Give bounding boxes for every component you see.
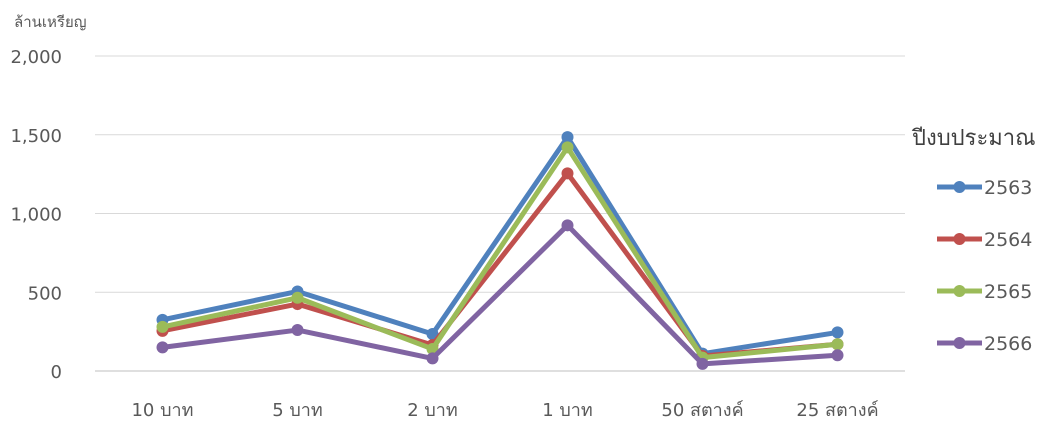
data-point — [291, 291, 304, 304]
series-line — [160, 134, 840, 357]
legend-item-2564: 2564 — [937, 229, 1032, 251]
legend-swatch-marker — [953, 337, 966, 349]
x-tick-label: 50 สตางค์ — [661, 400, 743, 421]
series-line — [160, 170, 840, 359]
data-point — [561, 167, 574, 180]
series-2565 — [156, 141, 844, 364]
y-tick-labels: 0 500 1,000 1,500 2,000 — [10, 47, 62, 383]
y-tick-label: 1,500 — [10, 126, 62, 147]
gridlines — [95, 55, 905, 372]
y-tick-label: 1,000 — [10, 205, 62, 226]
x-tick-label: 5 บาท — [272, 400, 323, 421]
data-point — [426, 352, 439, 365]
legend-item-2563: 2563 — [937, 177, 1032, 199]
data-point — [696, 357, 709, 370]
data-point — [831, 326, 844, 339]
legend-item-2566: 2566 — [937, 333, 1032, 355]
data-point — [561, 141, 574, 154]
x-tick-label: 1 บาท — [542, 400, 593, 421]
x-tick-label: 10 บาท — [131, 400, 193, 421]
legend-swatch-marker — [953, 181, 966, 193]
x-tick-label: 25 สตางค์ — [796, 400, 878, 421]
legend-title: ปีงบประมาณ — [911, 126, 1036, 151]
y-tick-label: 500 — [28, 283, 62, 304]
y-tick-label: 2,000 — [10, 47, 62, 68]
data-point — [831, 338, 844, 351]
legend-swatch-marker — [953, 285, 966, 297]
legend-label: 2563 — [984, 177, 1032, 199]
data-point — [426, 327, 439, 340]
legend-label: 2565 — [984, 281, 1032, 303]
series-2566 — [156, 219, 844, 370]
data-point — [561, 131, 574, 144]
series-line — [160, 222, 840, 367]
y-tick-label: 0 — [51, 362, 62, 383]
series-line — [160, 144, 840, 361]
data-point — [156, 320, 169, 333]
data-point — [156, 341, 169, 354]
y-axis-label: ล้านเหรียญ — [14, 13, 87, 31]
legend-label: 2564 — [984, 229, 1032, 251]
data-point — [561, 219, 574, 232]
data-point — [291, 324, 304, 337]
data-point — [831, 349, 844, 362]
legend-item-2565: 2565 — [937, 281, 1032, 303]
series-group — [156, 131, 844, 370]
legend-label: 2566 — [984, 333, 1032, 355]
legend: ปีงบประมาณ 2563 2564 2565 2566 — [911, 126, 1036, 355]
legend-swatch-marker — [953, 233, 966, 245]
x-tick-labels: 10 บาท 5 บาท 2 บาท 1 บาท 50 สตางค์ 25 สตางค์ — [131, 400, 878, 421]
x-tick-label: 2 บาท — [407, 400, 458, 421]
